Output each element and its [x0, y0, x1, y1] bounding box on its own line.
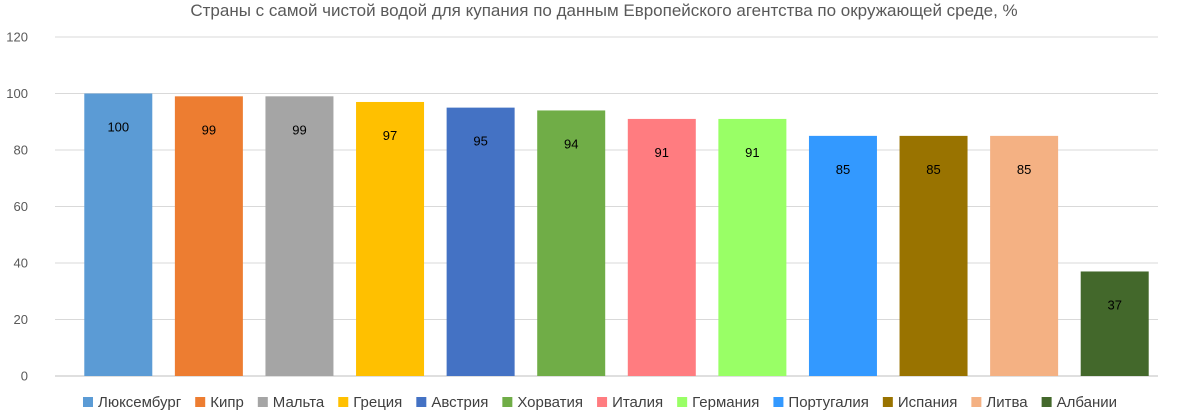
y-tick-label: 80	[14, 143, 28, 158]
legend-swatch	[416, 397, 427, 407]
legend-item: Мальта	[257, 394, 325, 411]
data-label: 91	[655, 145, 669, 160]
data-label: 97	[383, 128, 397, 143]
bar-8	[718, 118, 787, 377]
legend-label: Кипр	[210, 394, 244, 411]
legend-item: Хорватия	[502, 394, 583, 411]
data-label: 91	[745, 145, 759, 160]
bar-3	[265, 96, 334, 376]
bar-11	[990, 135, 1059, 376]
bar-1	[84, 93, 153, 376]
data-label: 94	[564, 136, 578, 151]
data-label: 37	[1107, 297, 1121, 312]
legend-item: Австрия	[416, 394, 488, 411]
bar-4	[356, 101, 425, 376]
bar-7	[627, 118, 696, 377]
bars	[84, 93, 1149, 377]
legend-label: Мальта	[273, 394, 325, 411]
legend-swatch	[773, 397, 784, 407]
legend-swatch	[82, 397, 93, 407]
data-label: 85	[1017, 162, 1031, 177]
legend-swatch	[677, 397, 688, 407]
bar-2	[174, 96, 243, 376]
legend-label: Испания	[898, 394, 958, 411]
data-label: 95	[473, 134, 487, 149]
y-tick-label: 40	[14, 256, 28, 271]
legend-item: Германия	[677, 394, 759, 411]
legend-item: Кипр	[195, 394, 244, 411]
data-labels: 100 99 99 97 95 94 91 91 85 85 85 37	[107, 120, 1122, 313]
data-label: 85	[926, 162, 940, 177]
legend: Люксембург Кипр Мальта Греция Австрия Хорвати…	[82, 394, 1117, 411]
y-tick-label: 0	[21, 369, 28, 384]
legend-swatch	[195, 397, 206, 407]
legend-item: Албании	[1041, 394, 1117, 411]
legend-label: Италия	[612, 394, 663, 411]
bar-5	[446, 107, 515, 376]
legend-swatch	[971, 397, 982, 407]
bar-12	[1080, 271, 1149, 376]
bar-6	[537, 110, 606, 376]
legend-item: Португалия	[773, 394, 869, 411]
legend-swatch	[502, 397, 513, 407]
legend-item: Греция	[338, 394, 402, 411]
legend-label: Албании	[1057, 394, 1117, 411]
legend-label: Германия	[692, 394, 759, 411]
data-label: 99	[202, 122, 216, 137]
legend-swatch	[257, 397, 268, 407]
legend-swatch	[1041, 397, 1052, 407]
legend-label: Греция	[353, 394, 402, 411]
legend-item: Литва	[971, 394, 1028, 411]
legend-swatch	[597, 397, 608, 407]
legend-item: Люксембург	[82, 394, 182, 411]
legend-swatch	[882, 397, 893, 407]
bar-10	[899, 135, 968, 376]
data-label: 99	[292, 122, 306, 137]
data-label: 85	[836, 162, 850, 177]
y-axis-ticks: 0 20 40 60 80 100 120	[6, 30, 28, 384]
legend-label: Люксембург	[98, 394, 182, 411]
legend-label: Португалия	[788, 394, 868, 411]
legend-swatch	[338, 397, 349, 407]
data-label: 100	[107, 120, 129, 135]
y-tick-label: 100	[6, 86, 28, 101]
y-tick-label: 20	[14, 312, 28, 327]
y-tick-label: 120	[6, 30, 28, 45]
legend-item: Испания	[882, 394, 958, 411]
legend-label: Литва	[986, 394, 1028, 411]
legend-label: Австрия	[431, 394, 488, 411]
legend-label: Хорватия	[517, 394, 583, 411]
chart-title: Страны с самой чистой водой для купания …	[190, 1, 1017, 20]
bar-9	[808, 135, 877, 376]
legend-item: Италия	[597, 394, 663, 411]
y-tick-label: 60	[14, 199, 28, 214]
